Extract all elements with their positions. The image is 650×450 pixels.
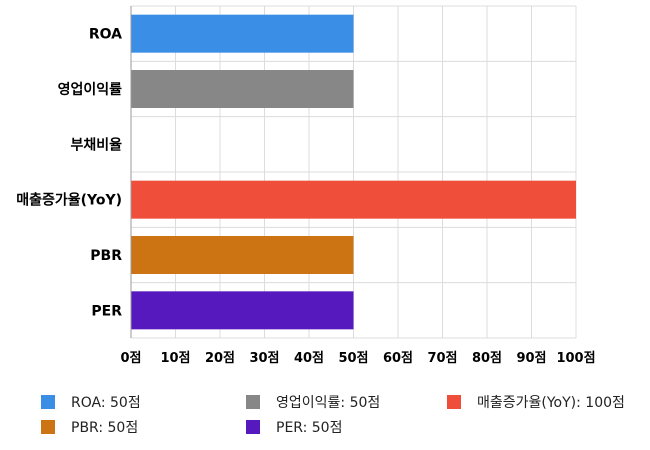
- legend-item[interactable]: ROA: 50점: [41, 395, 141, 411]
- legend-item[interactable]: PBR: 50점: [41, 420, 138, 436]
- x-tick-label: 60점: [383, 351, 413, 366]
- x-tick-label: 70점: [427, 351, 457, 366]
- bar-1[interactable]: [131, 14, 354, 53]
- category-label: 영업이익률: [58, 81, 123, 98]
- grid-lines: [131, 5, 577, 339]
- bar-6[interactable]: [131, 291, 354, 330]
- legend-swatch: [41, 420, 55, 434]
- legend-label: PER: 50점: [276, 420, 342, 436]
- x-tick-label: 0점: [120, 351, 141, 366]
- legend[interactable]: ROA: 50점 영업이익률: 50점 매출증가율(YoY): 100점 PBR: 5…: [41, 395, 625, 436]
- legend-swatch: [447, 395, 461, 409]
- x-tick-label: 40점: [294, 351, 324, 366]
- x-tick-label: 50점: [338, 351, 368, 366]
- x-tick-label: 10점: [160, 351, 190, 366]
- x-tick-label: 100점: [556, 351, 595, 366]
- category-label: PBR: [90, 248, 122, 264]
- bars: [131, 14, 576, 330]
- category-label: ROA: [89, 27, 122, 43]
- legend-item[interactable]: PER: 50점: [246, 420, 342, 436]
- x-tick-label: 80점: [472, 351, 502, 366]
- legend-item[interactable]: 매출증가율(YoY): 100점: [447, 395, 625, 411]
- legend-swatch: [246, 420, 260, 434]
- bar-5[interactable]: [131, 236, 354, 274]
- legend-label: PBR: 50점: [71, 420, 138, 436]
- x-tick-labels: 0점 10점 20점 30점 40점 50점 60점 70점 80점 90점 100점: [120, 351, 595, 366]
- legend-label: ROA: 50점: [71, 395, 141, 411]
- legend-swatch: [41, 395, 55, 409]
- bar-4[interactable]: [131, 180, 576, 219]
- category-label: 매출증가율(YoY): [16, 192, 122, 209]
- legend-swatch: [246, 395, 260, 409]
- category-label: PER: [91, 303, 122, 319]
- legend-label: 매출증가율(YoY): 100점: [477, 395, 625, 411]
- bar-2[interactable]: [131, 70, 354, 108]
- category-label: 부채비율: [70, 136, 122, 153]
- x-tick-label: 20점: [205, 351, 235, 366]
- legend-item[interactable]: 영업이익률: 50점: [246, 395, 380, 411]
- x-tick-label: 30점: [249, 351, 279, 366]
- x-tick-label: 90점: [516, 351, 546, 366]
- legend-label: 영업이익률: 50점: [276, 395, 380, 411]
